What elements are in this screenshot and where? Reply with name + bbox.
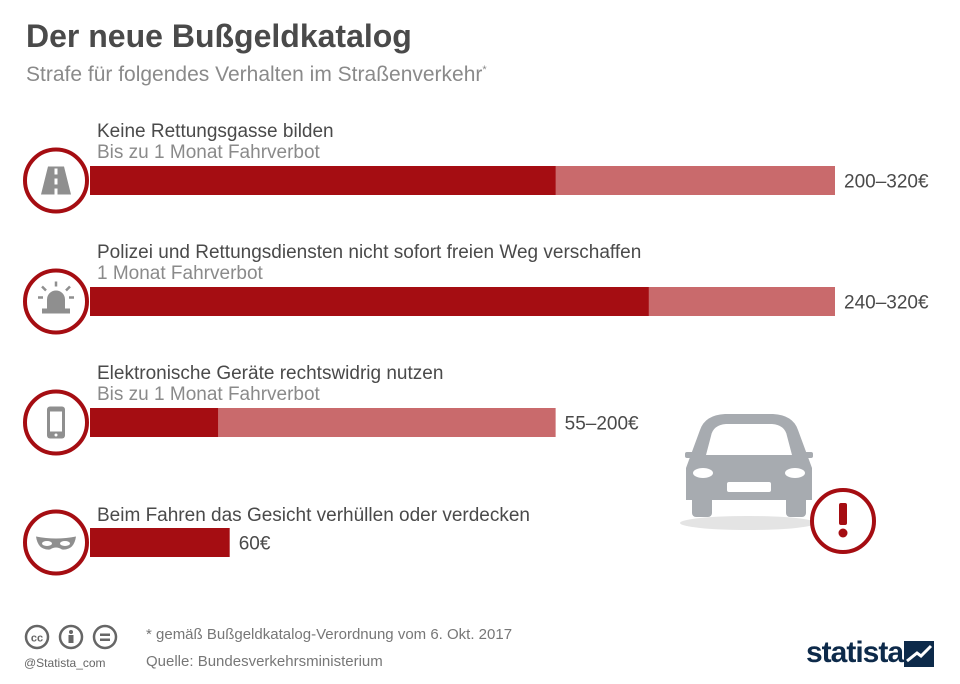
bar-sublabel: Bis zu 1 Monat Fahrverbot [97, 384, 321, 405]
warning-icon [810, 488, 876, 554]
value-label: 55–200€ [565, 414, 639, 435]
bar-min [90, 287, 649, 316]
bar-label: Polizei und Rettungsdiensten nicht sofor… [97, 242, 641, 263]
bar-sublabel: 1 Monat Fahrverbot [97, 263, 264, 284]
bar-min [90, 166, 556, 195]
statista-logo-icon [904, 641, 934, 667]
car-illustration [680, 414, 816, 530]
svg-text:cc: cc [31, 633, 43, 645]
attribution-icon [58, 624, 84, 650]
bar-group: Beim Fahren das Gesicht verhüllen oder v… [23, 505, 530, 576]
source-note: Quelle: Bundesverkehrsministerium [146, 653, 383, 670]
chart-title: Der neue Bußgeldkatalog [26, 18, 412, 54]
subtitle-footnote-mark: * [482, 64, 487, 76]
value-label: 60€ [239, 534, 271, 555]
bar-min [90, 408, 219, 437]
bar-group: Elektronische Geräte rechtswidrig nutzen… [23, 363, 639, 456]
value-label: 240–320€ [844, 293, 929, 314]
bar-min [90, 528, 230, 557]
phone-icon [23, 389, 89, 456]
siren-icon [23, 268, 89, 335]
footnote: * gemäß Bußgeldkatalog-Verordnung vom 6.… [146, 626, 513, 643]
value-label: 200–320€ [844, 172, 929, 193]
license-icons: cc [24, 624, 124, 657]
bar-group: Polizei und Rettungsdiensten nicht sofor… [23, 242, 929, 335]
subtitle-text: Strafe für folgendes Verhalten im Straße… [26, 63, 483, 86]
no-derivatives-icon [92, 624, 118, 650]
statista-handle[interactable]: @Statista_com [24, 656, 106, 670]
bar-label: Elektronische Geräte rechtswidrig nutzen [97, 363, 443, 384]
bar-label: Beim Fahren das Gesicht verhüllen oder v… [97, 505, 530, 526]
road-icon [23, 147, 89, 214]
mask-icon [23, 509, 89, 576]
bar-label: Keine Rettungsgasse bilden [97, 121, 334, 142]
statista-logo-text[interactable]: statista [806, 636, 904, 669]
bar-sublabel: Bis zu 1 Monat Fahrverbot [97, 142, 321, 163]
cc-icon: cc [24, 624, 50, 650]
chart-subtitle: Strafe für folgendes Verhalten im Straße… [26, 63, 487, 87]
